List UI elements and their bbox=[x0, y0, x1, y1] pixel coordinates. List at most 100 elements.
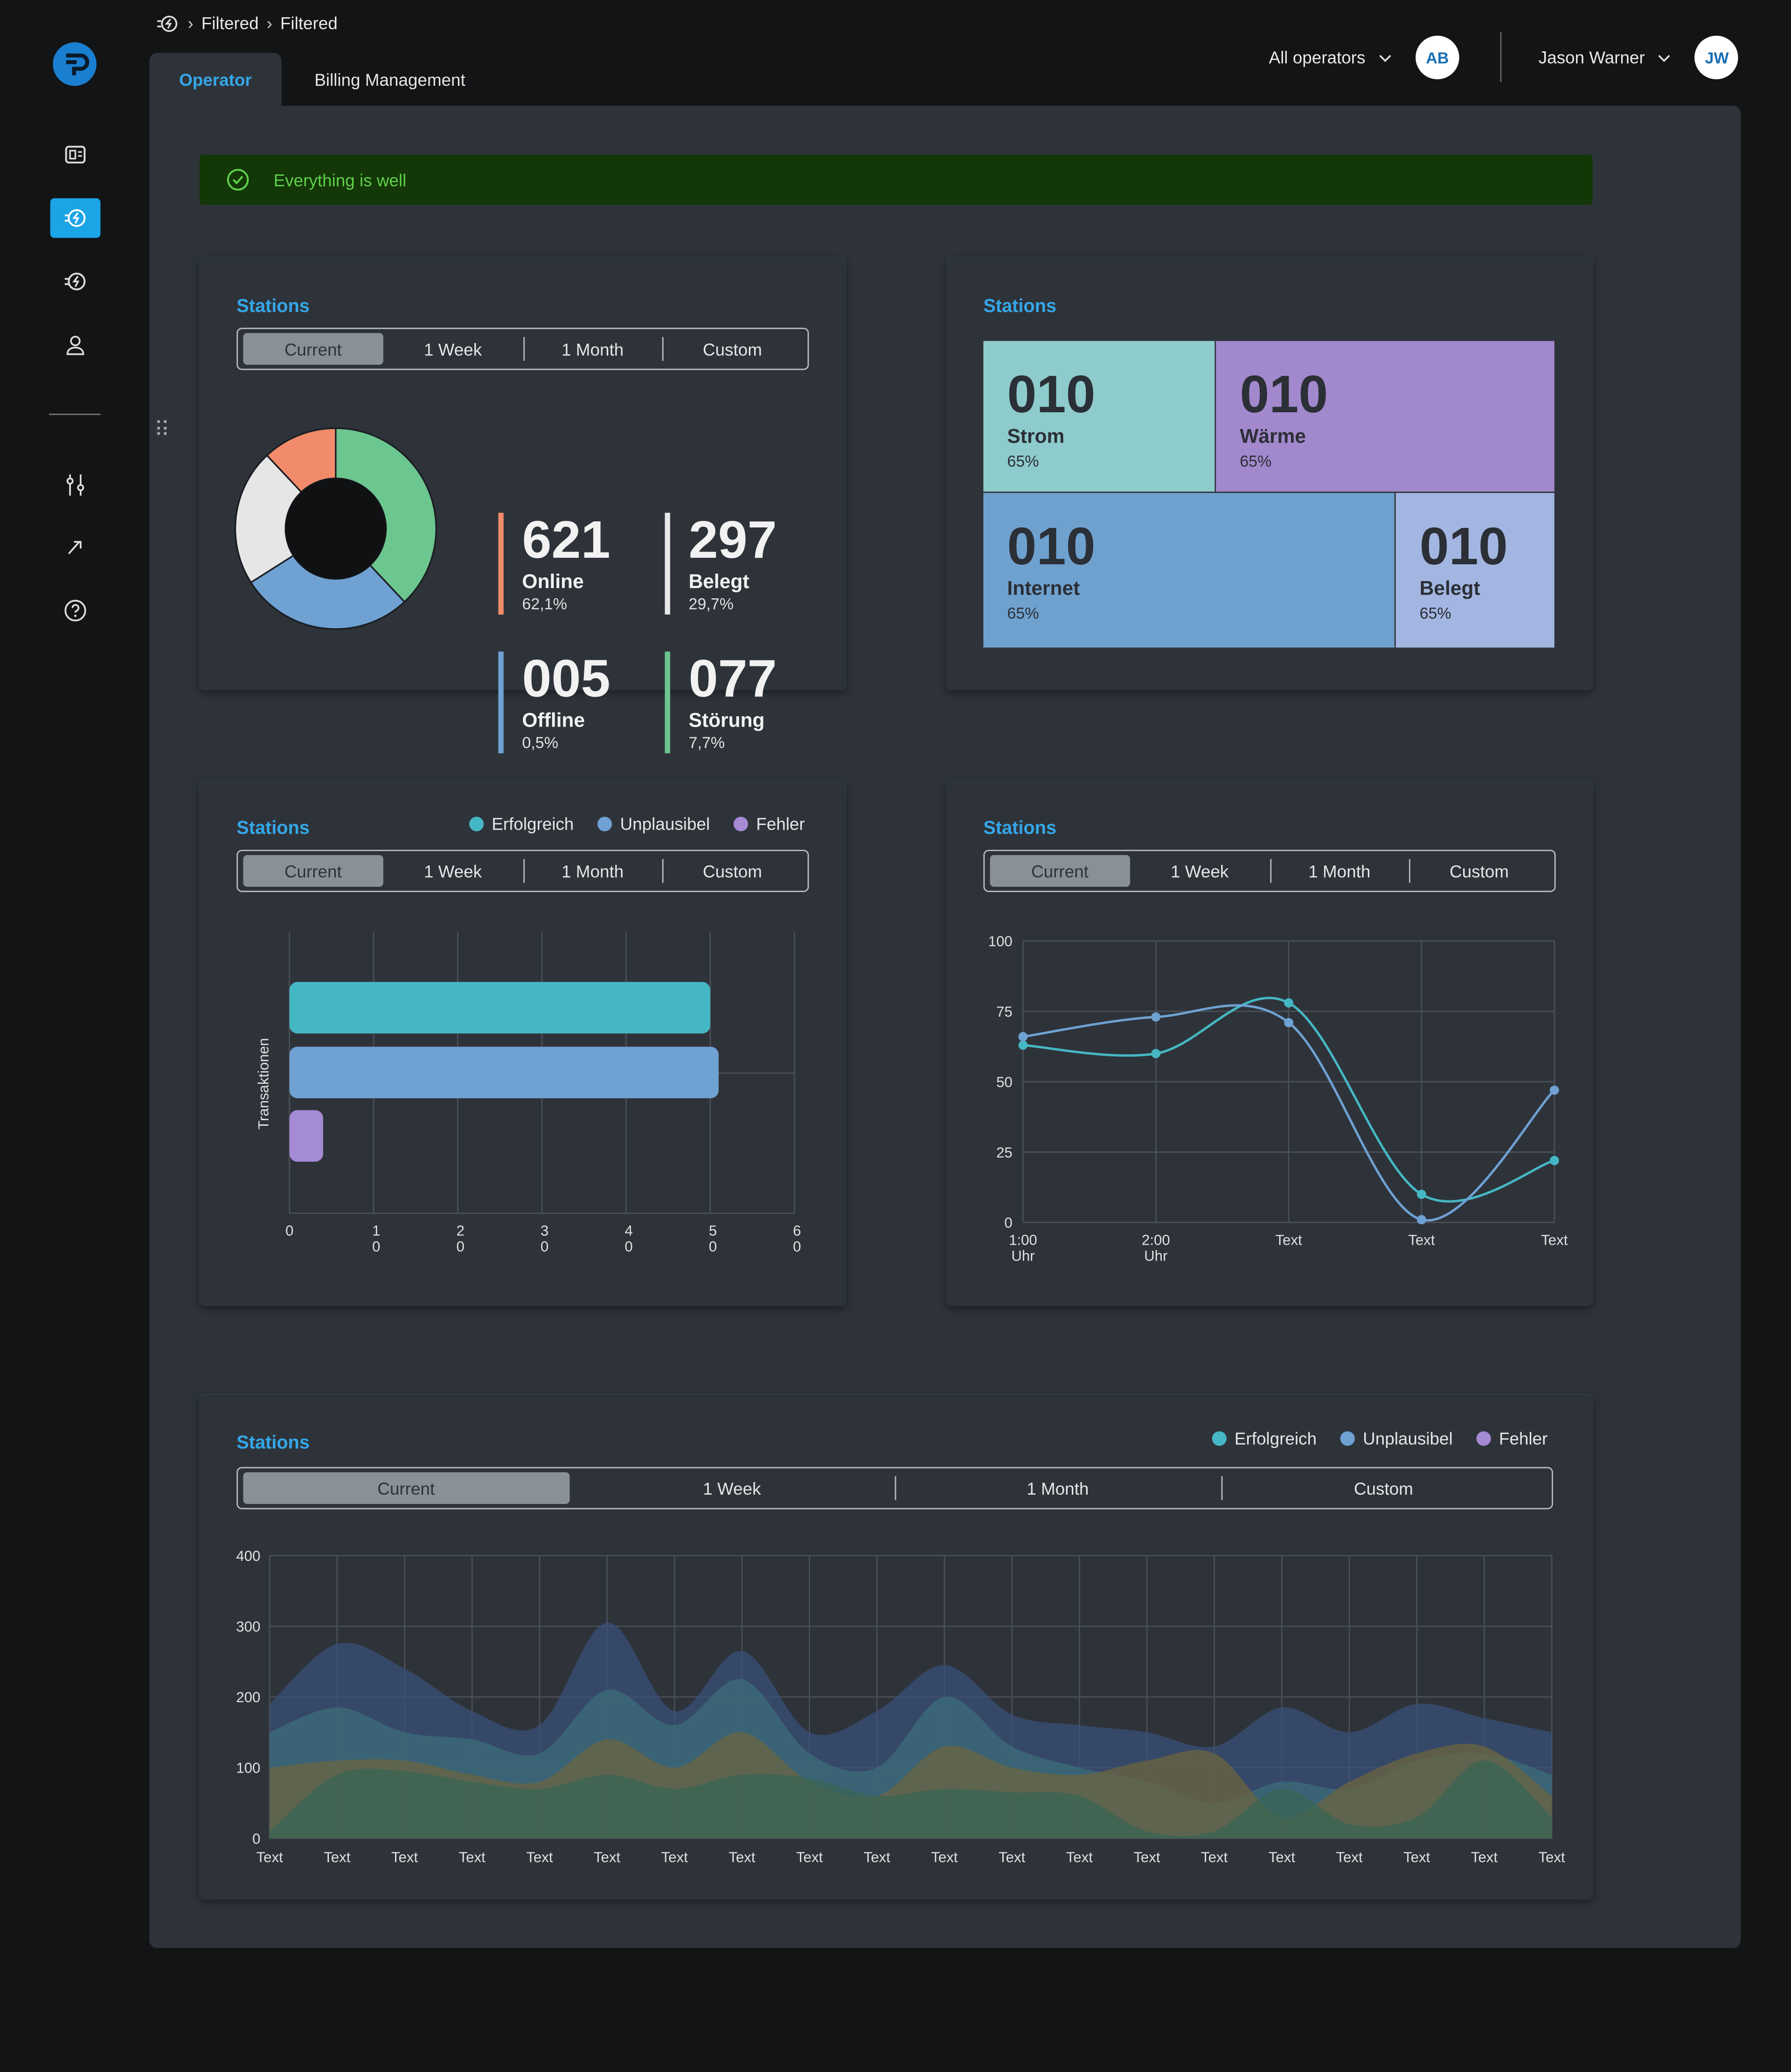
period-current[interactable]: Current bbox=[243, 1472, 569, 1504]
tile-label: Strom bbox=[1007, 425, 1065, 448]
donut-hole bbox=[285, 478, 386, 579]
filter-icon[interactable] bbox=[50, 465, 101, 505]
x-tick-label: Text bbox=[594, 1849, 620, 1865]
analytics-icon[interactable] bbox=[50, 526, 101, 566]
y-tick-label: 400 bbox=[236, 1548, 260, 1564]
stat-percent: 0,5% bbox=[522, 733, 558, 752]
stat-percent: 29,7% bbox=[688, 595, 734, 613]
tile-waerme[interactable]: 010 Wärme 65% bbox=[1216, 341, 1555, 493]
period-custom[interactable]: Custom bbox=[662, 333, 802, 365]
user-icon[interactable] bbox=[50, 325, 101, 365]
help-icon[interactable] bbox=[50, 591, 101, 631]
tile-percent: 65% bbox=[1007, 452, 1039, 471]
card-title: Stations bbox=[983, 294, 1056, 316]
breadcrumb-item[interactable]: Filtered bbox=[280, 13, 338, 33]
period-1-month[interactable]: 1 Month bbox=[895, 1472, 1221, 1504]
tile-value: 010 bbox=[1240, 366, 1328, 424]
legend-label: Erfolgreich bbox=[1234, 1428, 1317, 1448]
period-current[interactable]: Current bbox=[243, 333, 383, 365]
top-bar: › Filtered › Filtered Operator Billing M… bbox=[149, 0, 1791, 106]
tile-value: 010 bbox=[1007, 366, 1096, 424]
legend-item[interactable]: Unplausibel bbox=[597, 814, 710, 834]
sidebar-divider bbox=[49, 414, 101, 415]
tab-operator[interactable]: Operator bbox=[149, 53, 282, 106]
tab-billing-management[interactable]: Billing Management bbox=[314, 69, 465, 90]
tile-label: Wärme bbox=[1240, 425, 1306, 448]
legend-dot bbox=[1212, 1431, 1227, 1446]
period-current[interactable]: Current bbox=[243, 855, 383, 887]
x-tick-label: 0 bbox=[285, 1223, 293, 1239]
user-menu[interactable]: Jason Warner JW bbox=[1539, 35, 1739, 80]
period-custom[interactable]: Custom bbox=[1221, 1472, 1547, 1504]
x-tick-label: Text bbox=[1133, 1849, 1160, 1865]
tile-belegt[interactable]: 010 Belegt 65% bbox=[1395, 493, 1555, 648]
dashboard-icon[interactable] bbox=[50, 135, 101, 174]
x-tick-label: Text bbox=[391, 1849, 418, 1865]
period-selector: Current 1 Week 1 Month Custom bbox=[236, 327, 809, 370]
y-axis-label: Transaktionen bbox=[255, 1038, 271, 1130]
chart-legend: Erfolgreich Unplausibel Fehler bbox=[1212, 1428, 1548, 1448]
y-tick-label: 300 bbox=[236, 1618, 260, 1635]
tile-value: 010 bbox=[1419, 518, 1508, 576]
chart-legend: Erfolgreich Unplausibel Fehler bbox=[469, 814, 805, 834]
charging-icon[interactable] bbox=[50, 198, 101, 238]
x-tick-label: Text bbox=[1538, 1849, 1565, 1865]
y-tick-label: 25 bbox=[996, 1144, 1013, 1161]
stat-value: 621 bbox=[522, 511, 611, 570]
stat-value: 077 bbox=[688, 650, 777, 708]
data-point bbox=[1284, 998, 1293, 1008]
card-title: Stations bbox=[236, 817, 310, 838]
x-tick-label: Text bbox=[1541, 1232, 1568, 1248]
transactions-card: Stations Erfolgreich Unplausibel Fehler … bbox=[199, 780, 846, 1306]
period-1-month[interactable]: 1 Month bbox=[522, 333, 663, 365]
legend-item[interactable]: Fehler bbox=[734, 814, 805, 834]
x-tick-label: 2:00 Uhr bbox=[1142, 1232, 1170, 1264]
legend-label: Unplausibel bbox=[1363, 1428, 1453, 1448]
legend-item[interactable]: Unplausibel bbox=[1340, 1428, 1453, 1448]
period-1-week[interactable]: 1 Week bbox=[703, 1478, 761, 1498]
charging-stats-icon[interactable] bbox=[50, 262, 101, 301]
y-tick-label: 75 bbox=[996, 1004, 1013, 1020]
drag-handle-icon[interactable] bbox=[157, 420, 168, 436]
period-selector: Current 1 Week 1 Month Custom bbox=[236, 1467, 1553, 1510]
stat-percent: 7,7% bbox=[688, 733, 725, 752]
data-point bbox=[1151, 1012, 1161, 1022]
period-custom[interactable]: Custom bbox=[1409, 855, 1549, 887]
x-tick-label: Text bbox=[661, 1849, 688, 1865]
x-tick-label: Text bbox=[1336, 1849, 1362, 1865]
x-tick-label: Text bbox=[459, 1849, 486, 1865]
period-1-week[interactable]: 1 Week bbox=[423, 339, 482, 359]
legend-item[interactable]: Erfolgreich bbox=[1212, 1428, 1317, 1448]
period-current[interactable]: Current bbox=[990, 855, 1130, 887]
legend-label: Unplausibel bbox=[620, 814, 710, 834]
legend-item[interactable]: Erfolgreich bbox=[469, 814, 574, 834]
status-alert: Everything is well bbox=[199, 154, 1593, 205]
period-1-week[interactable]: 1 Week bbox=[1170, 861, 1229, 881]
period-1-week[interactable]: 1 Week bbox=[423, 861, 482, 881]
bar bbox=[289, 1110, 323, 1162]
period-1-month[interactable]: 1 Month bbox=[1269, 855, 1409, 887]
x-tick-label: Text bbox=[1066, 1849, 1093, 1865]
data-point bbox=[1549, 1085, 1559, 1095]
x-tick-label: Text bbox=[526, 1849, 553, 1865]
period-custom[interactable]: Custom bbox=[662, 855, 802, 887]
logo-icon[interactable] bbox=[53, 42, 97, 86]
legend-item[interactable]: Fehler bbox=[1476, 1428, 1548, 1448]
data-point bbox=[1549, 1156, 1559, 1165]
period-1-month[interactable]: 1 Month bbox=[522, 855, 663, 887]
avatar[interactable]: AB bbox=[1416, 35, 1459, 80]
x-tick-label: Text bbox=[1403, 1849, 1430, 1865]
legend-dot bbox=[597, 817, 612, 832]
bar bbox=[289, 1046, 719, 1098]
tile-strom[interactable]: 010 Strom 65% bbox=[983, 341, 1216, 493]
breadcrumb-item[interactable]: Filtered bbox=[201, 13, 259, 33]
x-tick-label: Text bbox=[729, 1849, 755, 1865]
legend-dot bbox=[1476, 1431, 1491, 1446]
operators-selector[interactable]: All operators AB bbox=[1269, 35, 1459, 80]
tile-internet[interactable]: 010 Internet 65% bbox=[983, 493, 1396, 648]
avatar[interactable]: JW bbox=[1695, 35, 1739, 80]
legend-label: Fehler bbox=[1499, 1428, 1548, 1448]
sidebar bbox=[0, 0, 149, 2072]
charging-icon[interactable] bbox=[156, 14, 180, 33]
